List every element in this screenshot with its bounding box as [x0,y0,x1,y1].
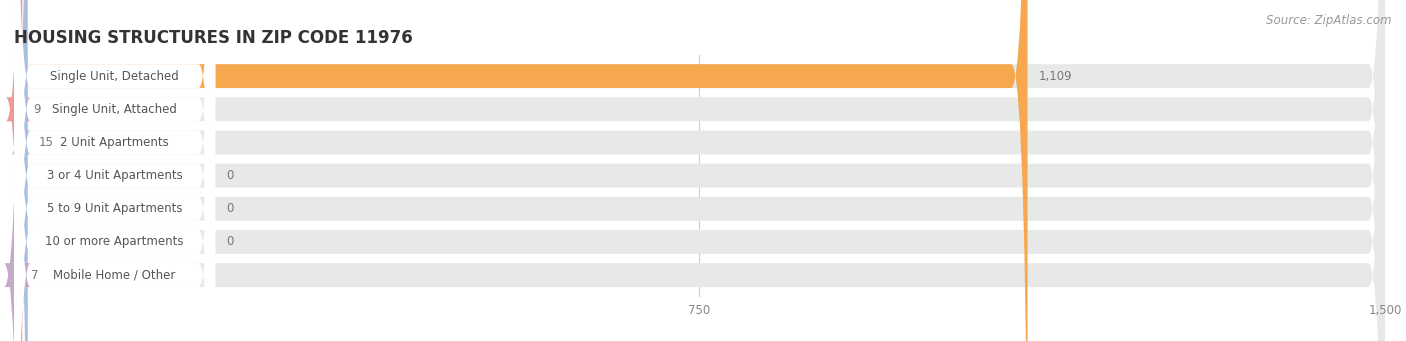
FancyBboxPatch shape [14,0,1385,341]
FancyBboxPatch shape [11,0,31,341]
FancyBboxPatch shape [14,0,215,341]
FancyBboxPatch shape [14,0,215,341]
Text: 0: 0 [226,202,233,215]
Text: 15: 15 [39,136,53,149]
Text: Single Unit, Detached: Single Unit, Detached [51,70,179,83]
FancyBboxPatch shape [14,0,215,341]
FancyBboxPatch shape [14,0,1385,341]
FancyBboxPatch shape [14,0,1385,341]
FancyBboxPatch shape [14,0,1385,341]
Text: 0: 0 [226,169,233,182]
Text: 7: 7 [31,269,39,282]
Text: 5 to 9 Unit Apartments: 5 to 9 Unit Apartments [46,202,183,215]
FancyBboxPatch shape [14,0,215,341]
FancyBboxPatch shape [14,0,215,341]
FancyBboxPatch shape [14,0,1385,341]
Text: 2 Unit Apartments: 2 Unit Apartments [60,136,169,149]
Text: 10 or more Apartments: 10 or more Apartments [45,235,184,249]
FancyBboxPatch shape [14,0,1385,341]
Text: 9: 9 [34,103,41,116]
Text: Single Unit, Attached: Single Unit, Attached [52,103,177,116]
Text: 1,109: 1,109 [1039,70,1073,83]
Text: Source: ZipAtlas.com: Source: ZipAtlas.com [1267,14,1392,27]
FancyBboxPatch shape [6,0,31,341]
Text: Mobile Home / Other: Mobile Home / Other [53,269,176,282]
Text: 3 or 4 Unit Apartments: 3 or 4 Unit Apartments [46,169,183,182]
FancyBboxPatch shape [14,0,1028,341]
Text: 0: 0 [226,235,233,249]
FancyBboxPatch shape [14,0,215,341]
FancyBboxPatch shape [14,0,215,341]
FancyBboxPatch shape [4,0,31,341]
FancyBboxPatch shape [14,0,1385,341]
Text: HOUSING STRUCTURES IN ZIP CODE 11976: HOUSING STRUCTURES IN ZIP CODE 11976 [14,29,413,47]
